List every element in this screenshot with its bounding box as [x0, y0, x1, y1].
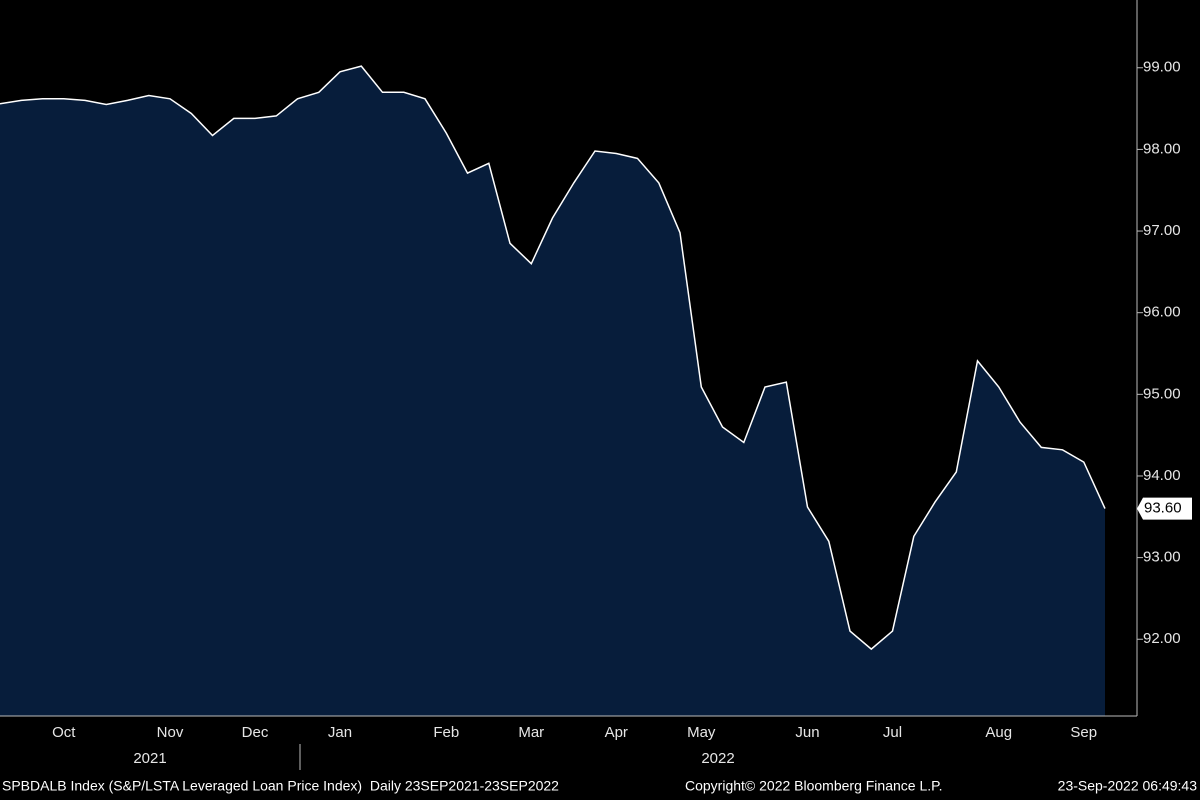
y-tick-label: 97.00 [1143, 222, 1181, 239]
y-tick-label: 99.00 [1143, 59, 1181, 76]
footer-timestamp: 23-Sep-2022 06:49:43 [1058, 778, 1198, 794]
year-label: 2022 [701, 750, 734, 767]
x-tick-label: Feb [433, 724, 459, 741]
y-tick-label: 96.00 [1143, 304, 1181, 321]
year-label: 2021 [133, 750, 166, 767]
x-tick-label: May [687, 724, 716, 741]
last-value-label: 93.60 [1144, 500, 1182, 517]
y-tick-label: 94.00 [1143, 467, 1181, 484]
x-tick-label: Aug [985, 724, 1012, 741]
x-tick-label: Jun [795, 724, 819, 741]
footer-description: SPBDALB Index (S&P/LSTA Leveraged Loan P… [2, 778, 559, 794]
x-tick-label: Mar [518, 724, 544, 741]
x-tick-label: Apr [605, 724, 628, 741]
y-tick-label: 93.00 [1143, 549, 1181, 566]
last-value-box [1137, 497, 1192, 520]
plot-area [0, 65, 1106, 717]
x-tick-label: Jul [883, 724, 902, 741]
area [0, 66, 1105, 717]
x-tick-label: Oct [52, 724, 76, 741]
footer-copyright: Copyright© 2022 Bloomberg Finance L.P. [685, 778, 943, 794]
x-tick-label: Sep [1070, 724, 1097, 741]
line [0, 65, 1106, 651]
x-tick-label: Nov [157, 724, 184, 741]
y-tick-label: 98.00 [1143, 140, 1181, 157]
y-tick-label: 95.00 [1143, 385, 1181, 402]
y-tick-label: 92.00 [1143, 630, 1181, 647]
x-tick-label: Jan [328, 724, 352, 741]
x-tick-label: Dec [242, 724, 269, 741]
